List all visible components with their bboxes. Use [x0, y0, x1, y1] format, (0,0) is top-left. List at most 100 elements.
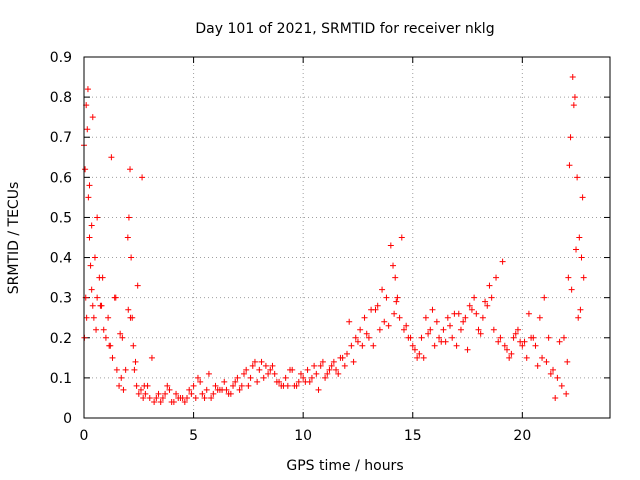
- data-point: [179, 394, 186, 401]
- data-point: [436, 334, 443, 341]
- data-point: [568, 286, 575, 293]
- data-point: [552, 394, 559, 401]
- data-point: [84, 126, 91, 133]
- data-point: [89, 114, 96, 121]
- data-point: [170, 398, 177, 405]
- data-point: [464, 346, 471, 353]
- y-tick-label: 0.9: [50, 50, 72, 66]
- data-point: [125, 214, 132, 221]
- data-point: [365, 334, 372, 341]
- data-point: [501, 342, 508, 349]
- data-point: [425, 330, 432, 337]
- data-point: [214, 386, 221, 393]
- data-point: [102, 334, 109, 341]
- data-point: [565, 274, 572, 281]
- data-point: [117, 330, 124, 337]
- data-point: [449, 334, 456, 341]
- data-point: [350, 358, 357, 365]
- data-point: [308, 374, 315, 381]
- data-point: [324, 370, 331, 377]
- data-point: [91, 254, 98, 261]
- data-point: [238, 382, 245, 389]
- data-point: [554, 374, 561, 381]
- data-point: [186, 386, 193, 393]
- y-tick-label: 0.2: [50, 331, 72, 347]
- data-point: [284, 382, 291, 389]
- data-point: [523, 354, 530, 361]
- data-point: [130, 342, 137, 349]
- data-point: [151, 398, 158, 405]
- data-point: [271, 370, 278, 377]
- data-point: [317, 362, 324, 369]
- data-point: [379, 286, 386, 293]
- data-point: [444, 314, 451, 321]
- data-point: [99, 274, 106, 281]
- data-point: [357, 326, 364, 333]
- data-point: [282, 374, 289, 381]
- data-point: [188, 390, 195, 397]
- data-point: [433, 318, 440, 325]
- data-point: [208, 394, 215, 401]
- data-point: [89, 302, 96, 309]
- data-point: [577, 306, 584, 313]
- plot-frame: [83, 56, 611, 419]
- data-point: [383, 294, 390, 301]
- data-point: [120, 386, 127, 393]
- data-point: [328, 362, 335, 369]
- x-axis-label: GPS time / hours: [286, 458, 403, 474]
- data-point: [503, 346, 510, 353]
- data-point: [400, 326, 407, 333]
- data-point: [488, 294, 495, 301]
- data-point: [141, 382, 148, 389]
- data-point: [162, 390, 169, 397]
- data-point: [490, 326, 497, 333]
- data-point: [431, 342, 438, 349]
- y-tick-label: 0: [63, 411, 72, 427]
- data-point: [510, 334, 517, 341]
- data-point: [547, 370, 554, 377]
- data-point: [495, 338, 502, 345]
- x-tick-label: 15: [404, 428, 422, 444]
- y-tick-label: 0.4: [50, 251, 72, 267]
- data-point: [556, 338, 563, 345]
- data-point: [108, 154, 115, 161]
- data-point: [140, 394, 147, 401]
- data-point: [550, 366, 557, 373]
- data-point: [560, 334, 567, 341]
- data-point: [106, 342, 113, 349]
- data-point: [194, 374, 201, 381]
- data-point: [251, 358, 258, 365]
- data-point: [300, 374, 307, 381]
- data-point: [471, 294, 478, 301]
- data-point: [393, 298, 400, 305]
- data-point: [87, 262, 94, 269]
- data-point: [86, 182, 93, 189]
- data-point: [418, 334, 425, 341]
- x-tick-label: 5: [189, 428, 198, 444]
- data-point: [155, 390, 162, 397]
- data-point: [127, 314, 134, 321]
- data-point: [359, 342, 366, 349]
- data-point: [414, 354, 421, 361]
- data-point: [348, 342, 355, 349]
- data-point: [385, 322, 392, 329]
- data-point: [394, 294, 401, 301]
- data-point: [479, 314, 486, 321]
- data-point: [132, 358, 139, 365]
- data-point: [212, 382, 219, 389]
- data-point: [427, 326, 434, 333]
- data-point: [563, 390, 570, 397]
- data-point: [575, 314, 582, 321]
- data-point: [181, 398, 188, 405]
- data-point: [295, 378, 302, 385]
- data-point: [127, 166, 134, 173]
- data-point: [122, 366, 129, 373]
- data-point: [571, 94, 578, 101]
- data-point: [249, 362, 256, 369]
- data-point: [403, 322, 410, 329]
- data-point: [453, 342, 460, 349]
- data-point: [407, 334, 414, 341]
- data-point: [506, 354, 513, 361]
- data-point: [267, 366, 274, 373]
- data-point: [125, 306, 132, 313]
